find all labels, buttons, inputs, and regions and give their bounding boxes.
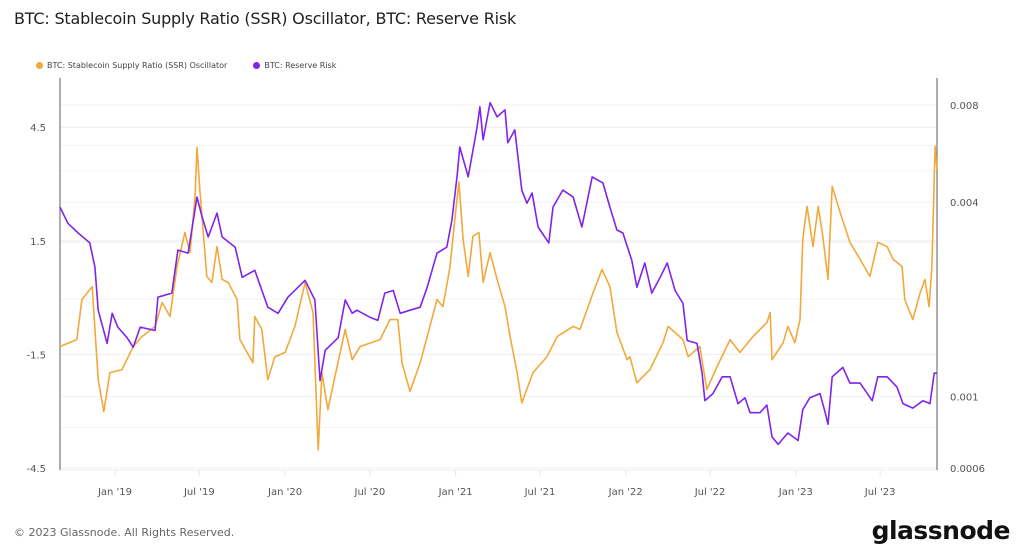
y-left-tick-label: -1.5: [26, 350, 46, 361]
copyright: © 2023 Glassnode. All Rights Reserved.: [14, 526, 235, 539]
x-tick-label: Jan '19: [97, 487, 132, 498]
x-tick-label: Jan '23: [778, 487, 813, 498]
series-line-reserve-risk[interactable]: [59, 101, 937, 446]
x-tick-label: Jul '20: [354, 487, 386, 498]
y-right-tick-label: 0.004: [950, 198, 979, 209]
x-tick-label: Jul '19: [183, 487, 215, 498]
glassnode-logo: glassnode: [871, 516, 1011, 545]
x-tick-label: Jan '21: [438, 487, 473, 498]
x-tick-label: Jul '22: [694, 487, 726, 498]
legend-item-reserve-risk[interactable]: BTC: Reserve Risk: [253, 61, 336, 70]
y-right-tick-label: 0.0006: [950, 464, 985, 475]
x-tick-label: Jan '22: [608, 487, 643, 498]
legend-item-ssr[interactable]: BTC: Stablecoin Supply Ratio (SSR) Oscil…: [36, 61, 227, 70]
x-tick-label: Jan '20: [267, 487, 302, 498]
legend-dot-reserve-risk: [253, 62, 261, 69]
y-right-tick-label: 0.001: [950, 392, 979, 403]
chart-title: BTC: Stablecoin Supply Ratio (SSR) Oscil…: [14, 9, 517, 28]
legend-dot-ssr: [36, 62, 43, 69]
y-left-tick-label: -4.5: [26, 464, 46, 475]
x-tick-label: Jul '23: [864, 487, 896, 498]
series-line-ssr-oscillator[interactable]: [59, 145, 938, 451]
legend-label-ssr: BTC: Stablecoin Supply Ratio (SSR) Oscil…: [47, 61, 228, 70]
x-tick-label: Jul '21: [524, 487, 556, 498]
y-left-tick-label: 1.5: [30, 237, 46, 248]
y-left-tick-label: 4.5: [30, 123, 46, 134]
legend-label-reserve-risk: BTC: Reserve Risk: [264, 61, 337, 70]
y-right-tick-label: 0.008: [950, 101, 979, 112]
legend: BTC: Stablecoin Supply Ratio (SSR) Oscil…: [36, 61, 336, 70]
